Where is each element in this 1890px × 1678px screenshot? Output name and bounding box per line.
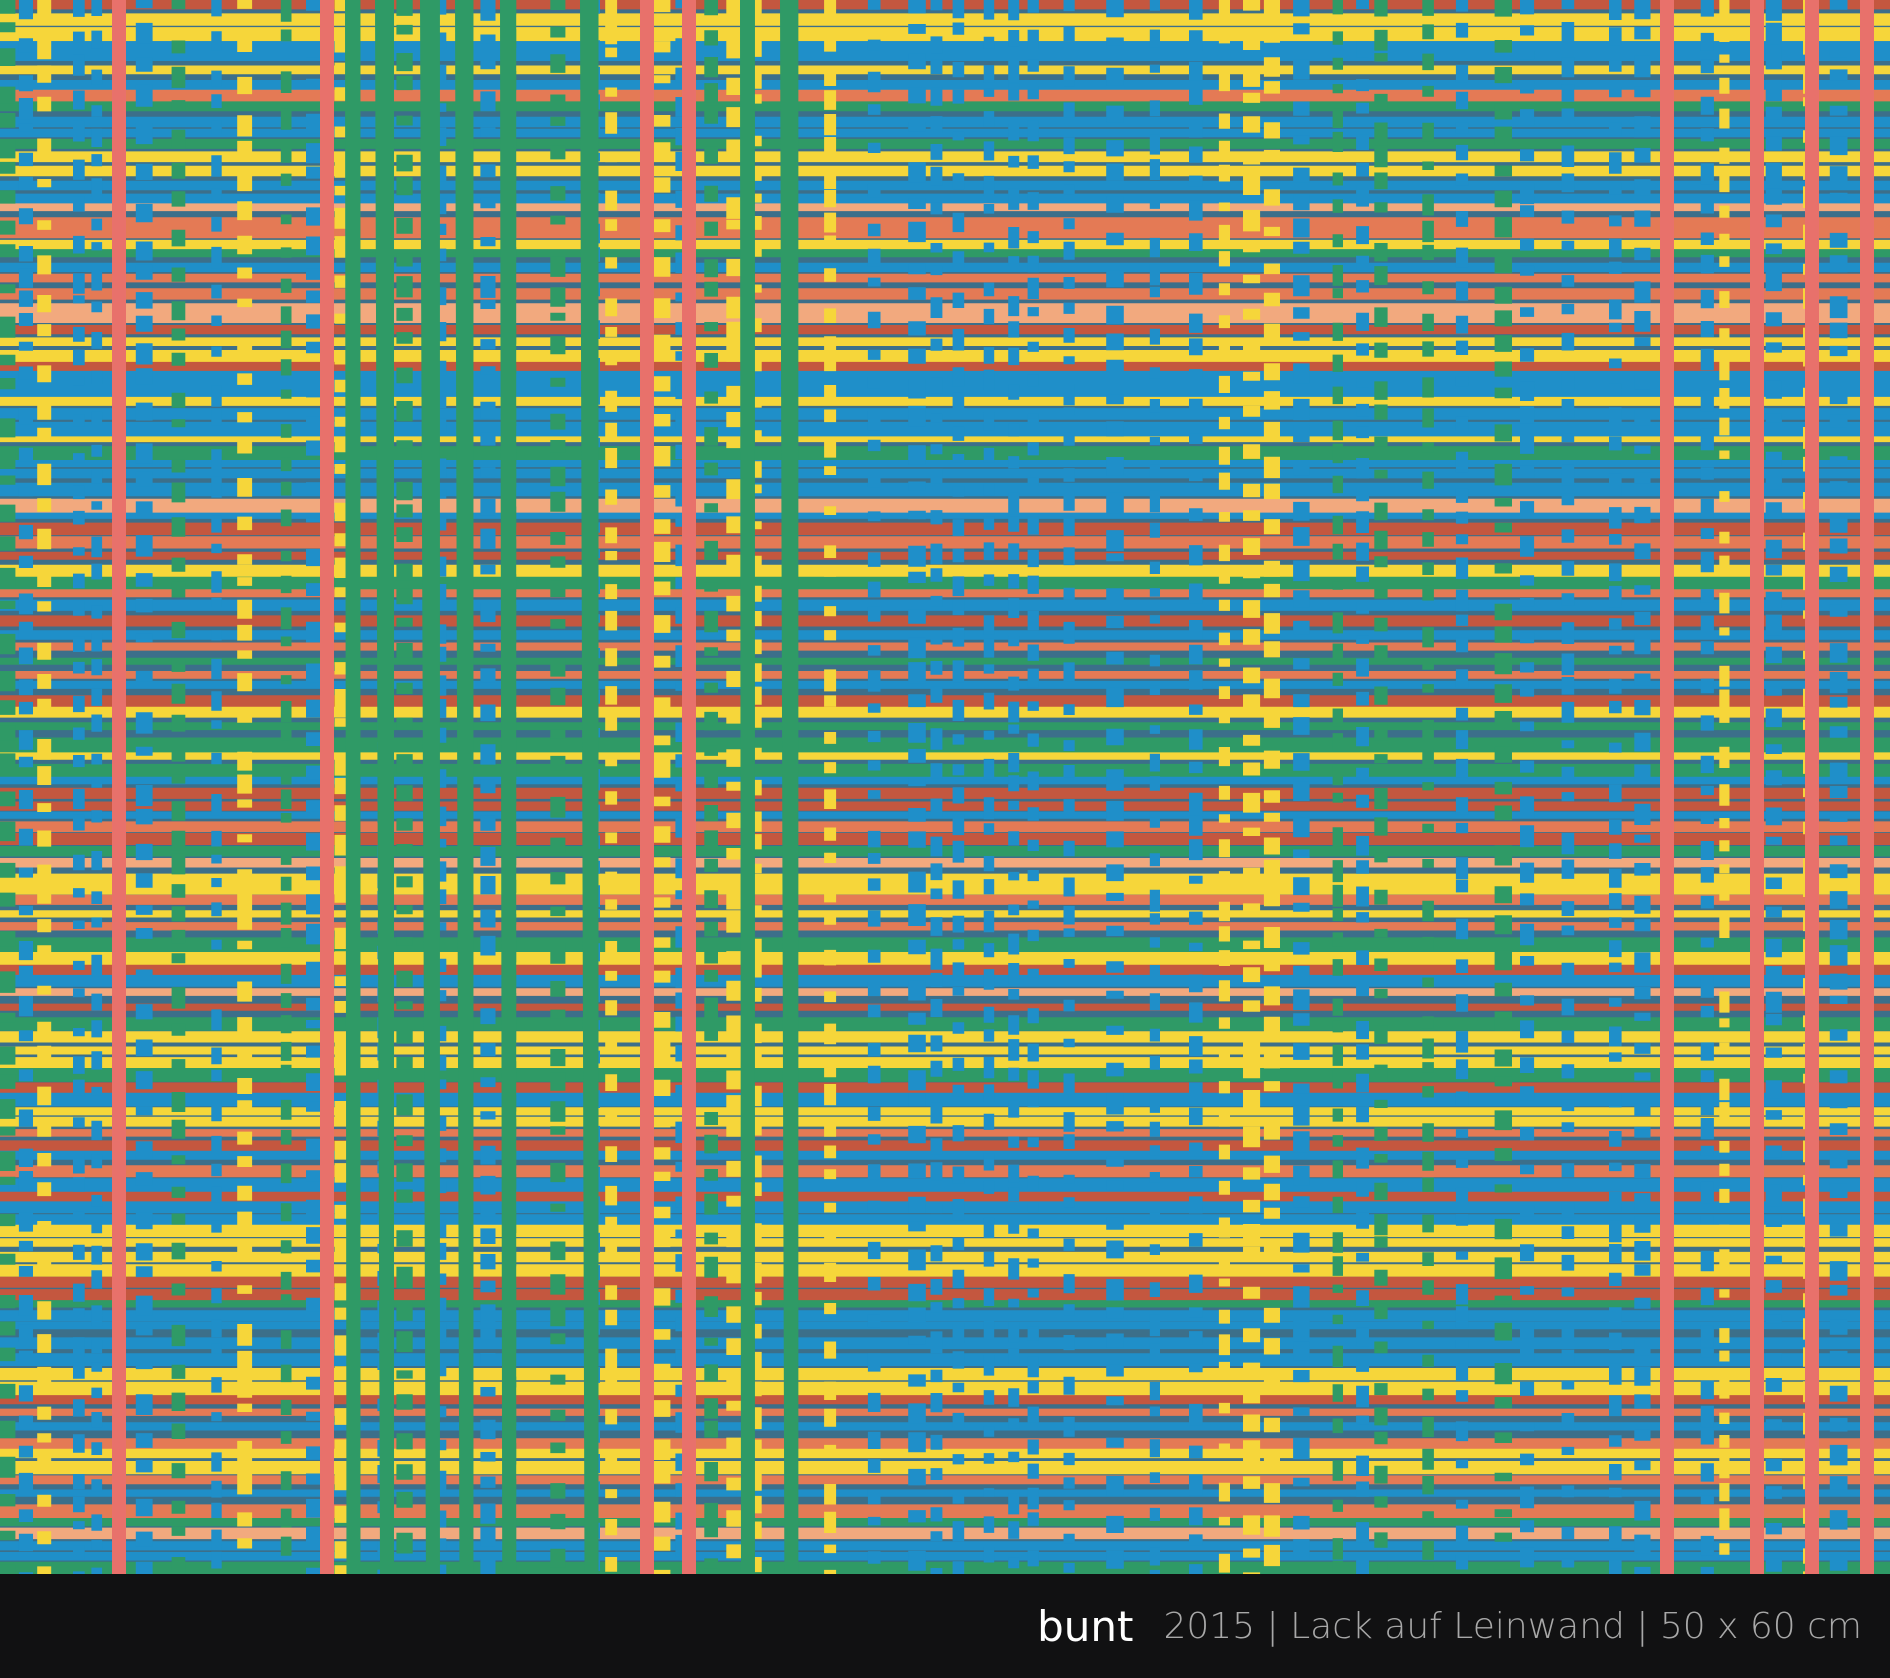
horizontal-stripe-group <box>0 0 1890 1405</box>
green-vertical-stripes <box>345 0 799 1574</box>
artwork-title: bunt <box>1037 1601 1134 1651</box>
vertical-stripes <box>0 0 1874 1574</box>
painting <box>0 0 1890 1574</box>
horizontal-stripe-group <box>0 89 1890 1574</box>
artwork-details: 2015 | Lack auf Leinwand | 50 x 60 cm <box>1163 1605 1862 1647</box>
vertical-dash-group <box>18 0 1874 1574</box>
caption-bar: bunt 2015 | Lack auf Leinwand | 50 x 60 … <box>0 1574 1890 1678</box>
